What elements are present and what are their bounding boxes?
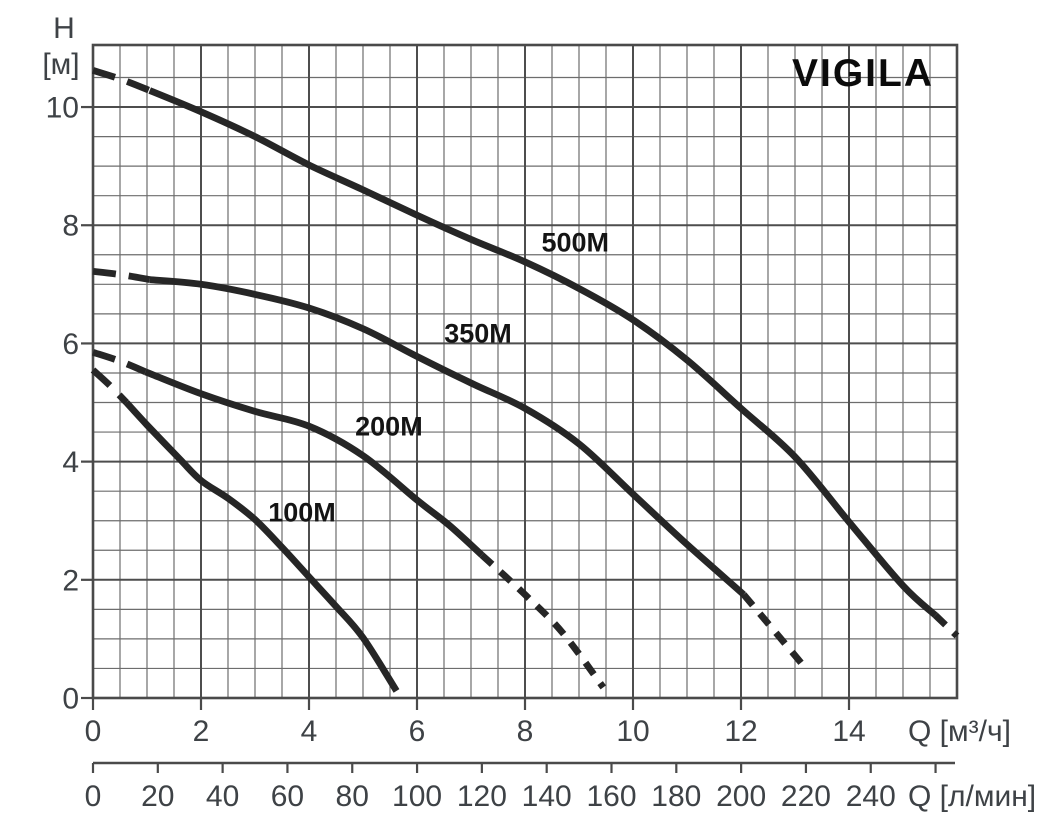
x2-tick-label: 180 [651,780,701,813]
x-axis-secondary [91,761,955,773]
x2-tick-label: 140 [522,780,572,813]
y-axis-unit: [м] [42,48,79,81]
curve-350M-solid [149,276,746,598]
x2-tick-label: 20 [141,780,174,813]
series-label-500M: 500M [541,227,609,257]
x2-tick-label: 120 [457,780,507,813]
series-label-100M: 100M [268,497,336,527]
x-tick-label: 6 [409,715,426,748]
x-tick-label: 0 [85,715,102,748]
brand-title: VIGILA [791,52,935,95]
y-axis [81,105,93,700]
curve-350M-dashed-end [741,592,809,671]
x-tick-label: 10 [616,715,649,748]
y-tick-label: 2 [62,564,79,597]
x2-tick-label: 220 [781,780,831,813]
x2-tick-label: 200 [716,780,766,813]
y-axis-name: H [53,12,75,45]
grid [91,43,959,700]
x-tick-label: 14 [832,715,865,748]
x2-tick-label: 0 [85,780,102,813]
x2-tick-label: 160 [586,780,636,813]
x2-tick-label: 40 [206,780,239,813]
curve-200M-solid [144,368,485,558]
curve-500M-solid [148,87,938,618]
curve-200M-dashed-end [479,552,607,690]
y-tick-label: 8 [62,210,79,243]
series-label-200M: 200M [355,412,423,442]
y-tick-label: 4 [62,446,79,479]
curve-100M-solid [123,400,400,693]
x-tick-label: 4 [301,715,318,748]
curve-350M-dashed-start [92,267,151,283]
y-tick-label: 6 [62,328,79,361]
y-tick-label: 10 [46,92,79,125]
curve-100M-dashed-start [90,367,129,405]
x-axis-primary [91,698,851,710]
x2-tick-label: 240 [846,780,896,813]
curve-200M [91,349,607,690]
x-axis-unit: Q [м³/ч] [908,715,1011,748]
x2-tick-label: 100 [392,780,442,813]
x2-tick-label: 60 [271,780,304,813]
curve-500M [91,67,960,639]
x-tick-label: 12 [724,715,757,748]
curve-500M-dashed-end [933,612,960,639]
x-tick-label: 8 [517,715,534,748]
curve-500M-dashed-start [91,67,151,94]
curve-100M [90,367,400,693]
y-tick-label: 0 [62,683,79,716]
curve-350M [92,267,809,671]
x-tick-label: 2 [193,715,210,748]
curve-200M-dashed-start [91,349,147,375]
x2-tick-label: 80 [336,780,369,813]
series-label-350M: 350M [444,318,512,348]
x2-axis-unit: Q [л/мин] [908,780,1036,813]
